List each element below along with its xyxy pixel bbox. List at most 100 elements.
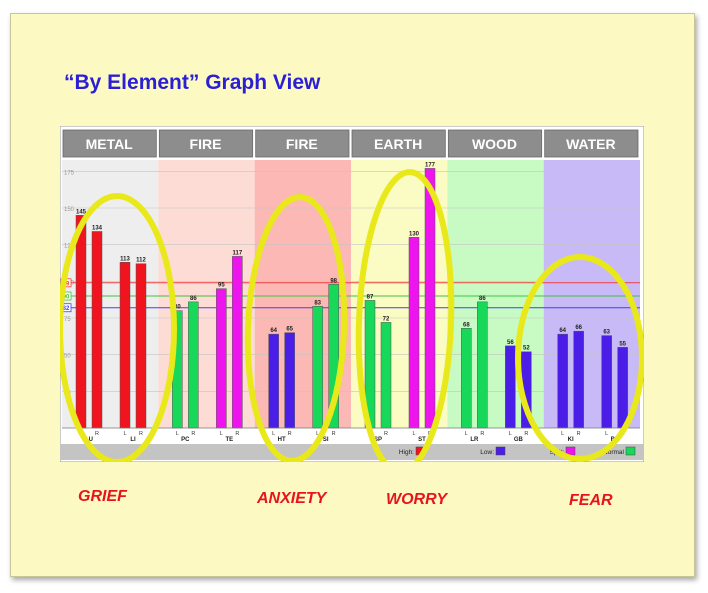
bar-lr-l bbox=[461, 328, 472, 429]
bar-lu-r bbox=[91, 231, 103, 429]
side-label-l: L bbox=[509, 431, 512, 437]
meridian-label-te: TE bbox=[225, 437, 233, 443]
bar-li-r bbox=[135, 263, 147, 429]
side-label-l: L bbox=[465, 431, 468, 437]
bar-value-pc-l: 80 bbox=[174, 305, 181, 311]
bar-value-lr-l: 68 bbox=[463, 322, 470, 328]
bar-value-te-l: 95 bbox=[218, 283, 225, 289]
highlight-ellipse-1 bbox=[60, 193, 177, 462]
meridian-label-lr: LR bbox=[470, 437, 479, 443]
reference-label-99: 99 bbox=[63, 281, 70, 287]
bar-value-sp-r: 72 bbox=[383, 316, 390, 322]
highlight-ellipse-2 bbox=[244, 194, 348, 462]
bar-lu-l bbox=[75, 215, 87, 429]
legend-label: Normal bbox=[603, 449, 625, 456]
side-label-r: R bbox=[139, 431, 143, 437]
legend-label: High: bbox=[399, 449, 414, 456]
side-label-l: L bbox=[561, 431, 564, 437]
bar-value-ki-r: 66 bbox=[575, 325, 582, 331]
element-header-wood bbox=[447, 129, 543, 158]
side-label-r: R bbox=[384, 431, 388, 437]
bar-lr-r bbox=[477, 301, 488, 429]
y-tick-label: 50 bbox=[64, 354, 71, 360]
side-label-r: R bbox=[480, 431, 484, 437]
side-label-r: R bbox=[332, 431, 336, 437]
bar-pc-r bbox=[188, 301, 199, 429]
element-header-metal bbox=[62, 129, 157, 158]
element-bar-chart: 255075100125150175999082145L134RLU113L11… bbox=[60, 126, 644, 462]
element-header-label: EARTH bbox=[374, 136, 422, 152]
bar-value-st-l: 130 bbox=[409, 231, 420, 237]
bar-value-lr-r: 86 bbox=[479, 296, 486, 302]
y-tick-label: 75 bbox=[64, 317, 71, 323]
bar-te-r bbox=[232, 256, 243, 429]
reference-label-90: 90 bbox=[63, 295, 70, 301]
side-label-l: L bbox=[316, 431, 319, 437]
bar-value-pc-r: 86 bbox=[190, 296, 197, 302]
bar-si-l bbox=[312, 306, 323, 429]
meridian-label-ki: KI bbox=[568, 437, 574, 443]
bar-value-si-l: 83 bbox=[314, 300, 321, 306]
emotion-label-worry: WORRY bbox=[386, 491, 448, 508]
emotion-label-anxiety: ANXIETY bbox=[257, 490, 327, 507]
bar-value-si-r: 98 bbox=[330, 278, 337, 284]
side-label-r: R bbox=[95, 431, 99, 437]
meridian-label-li: LI bbox=[130, 437, 136, 443]
element-header-label: WOOD bbox=[472, 136, 517, 152]
y-tick-label: 175 bbox=[64, 170, 75, 176]
element-header-label: WATER bbox=[566, 136, 616, 152]
legend-swatch bbox=[495, 446, 506, 456]
side-label-l: L bbox=[412, 431, 415, 437]
bar-ht-l bbox=[268, 333, 279, 429]
bar-st-l bbox=[408, 237, 420, 429]
element-header-water bbox=[544, 129, 639, 158]
bar-value-ki-l: 64 bbox=[559, 328, 566, 334]
meridian-label-ht: HT bbox=[278, 437, 286, 443]
element-header-fire bbox=[158, 129, 254, 158]
side-label-r: R bbox=[577, 431, 581, 437]
side-label-l: L bbox=[220, 431, 223, 437]
bar-bl-r bbox=[617, 347, 628, 429]
bar-value-ht-r: 65 bbox=[286, 327, 293, 333]
bar-sp-r bbox=[380, 322, 392, 429]
legend-swatch bbox=[625, 446, 636, 456]
bar-value-lu-r: 134 bbox=[92, 225, 103, 231]
bar-value-bl-r: 55 bbox=[619, 341, 626, 347]
side-label-l: L bbox=[272, 431, 275, 437]
side-label-l: L bbox=[123, 431, 126, 437]
element-header-label: FIRE bbox=[286, 136, 318, 152]
meridian-label-st: ST bbox=[418, 437, 426, 443]
bar-bl-l bbox=[601, 335, 612, 429]
bar-gb-l bbox=[505, 345, 516, 429]
element-header-fire bbox=[255, 129, 350, 158]
meridian-label-pc: PC bbox=[181, 437, 190, 443]
bar-te-l bbox=[216, 288, 227, 429]
bar-ht-r bbox=[284, 332, 295, 429]
highlight-ellipse-3 bbox=[355, 169, 455, 462]
slide-title: “By Element” Graph View bbox=[64, 71, 321, 94]
side-label-l: L bbox=[605, 431, 608, 437]
side-label-r: R bbox=[191, 431, 195, 437]
emotion-label-fear: FEAR bbox=[569, 492, 613, 509]
bar-value-ht-l: 64 bbox=[270, 328, 277, 334]
meridian-label-gb: GB bbox=[514, 437, 524, 443]
bar-value-te-r: 117 bbox=[232, 250, 242, 256]
reference-label-82: 82 bbox=[63, 306, 70, 312]
bar-ki-r bbox=[573, 330, 584, 429]
bar-value-sp-l: 87 bbox=[367, 294, 374, 300]
side-label-r: R bbox=[288, 431, 292, 437]
bar-value-bl-l: 63 bbox=[603, 330, 610, 336]
element-header-earth bbox=[351, 129, 446, 158]
side-label-l: L bbox=[176, 431, 179, 437]
side-label-r: R bbox=[524, 431, 528, 437]
bar-ki-l bbox=[557, 333, 568, 429]
emotion-label-grief: GRIEF bbox=[78, 488, 127, 505]
side-label-r: R bbox=[235, 431, 239, 437]
bar-value-lu-l: 145 bbox=[76, 209, 87, 215]
bar-value-gb-l: 56 bbox=[507, 340, 514, 346]
legend-label: Low: bbox=[480, 449, 494, 456]
meridian-label-sp: SP bbox=[374, 437, 382, 443]
element-header-label: METAL bbox=[86, 136, 134, 152]
bar-li-l bbox=[119, 262, 131, 429]
highlight-ellipse-4 bbox=[515, 254, 644, 462]
